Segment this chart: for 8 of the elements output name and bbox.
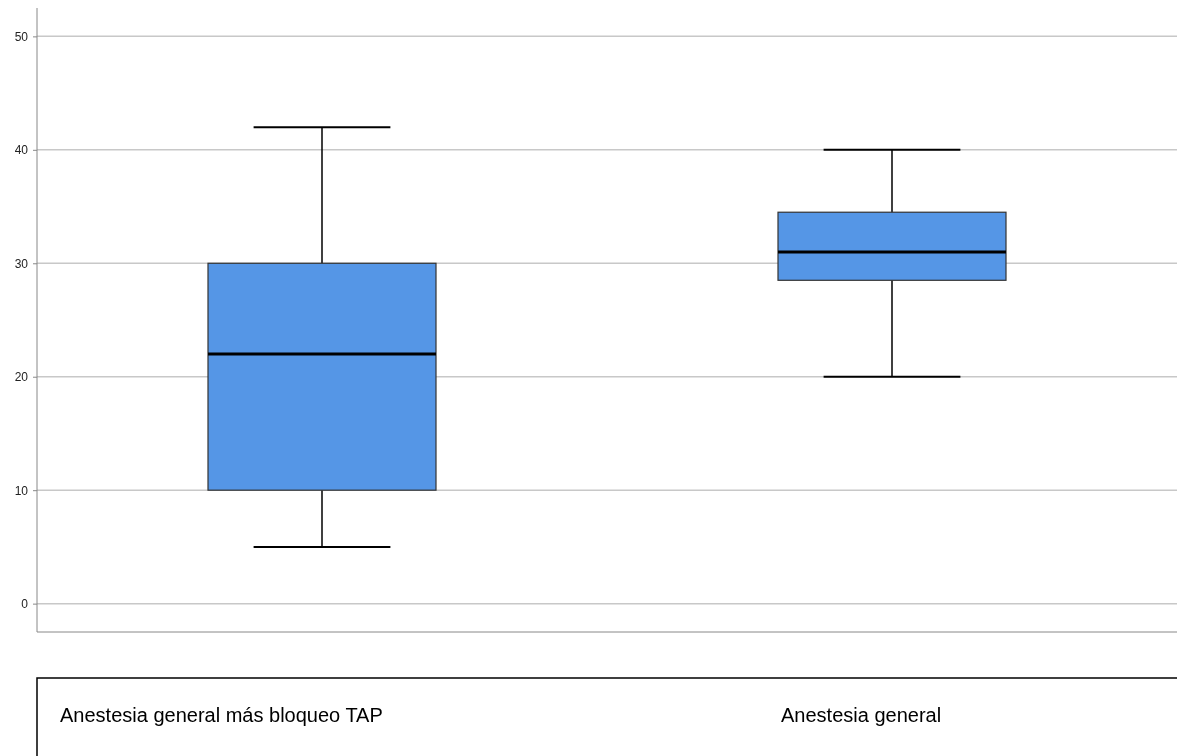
y-tick-label: 10	[14, 483, 29, 498]
x-tick-label: Anestesia general más bloqueo TAP	[60, 704, 383, 726]
y-tick-label: 20	[14, 370, 29, 385]
y-tick-label: 40	[14, 143, 29, 158]
x-tick-label: Anestesia general	[781, 704, 942, 726]
y-tick-label: 0	[21, 596, 29, 611]
y-tick-label: 30	[14, 256, 29, 271]
y-tick-label: 50	[14, 29, 29, 44]
